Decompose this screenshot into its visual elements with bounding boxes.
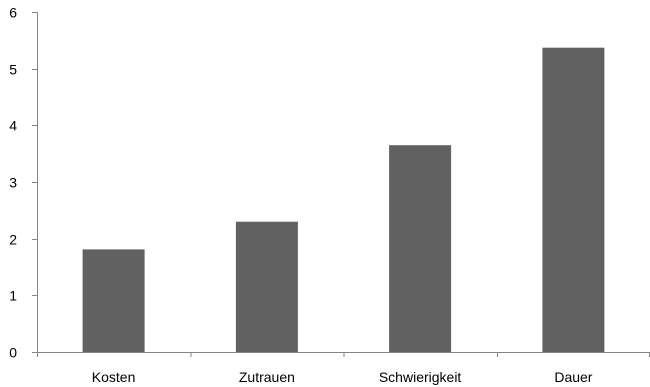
y-tick-label: 2 (9, 232, 17, 248)
bars-layer (82, 47, 605, 352)
x-category-label: Kosten (92, 369, 136, 385)
x-category-label: Dauer (554, 369, 592, 385)
y-tick-label: 1 (9, 288, 17, 304)
y-tick-label: 6 (9, 5, 17, 21)
bar-kosten (82, 249, 145, 352)
y-tick-label: 5 (9, 62, 17, 78)
bar-dauer (542, 47, 605, 352)
bar-schwierigkeit (389, 145, 452, 352)
x-category-label: Schwierigkeit (379, 369, 462, 385)
y-tick-label: 4 (9, 118, 17, 134)
labels-layer: 0 1 2 3 4 5 6 Kosten Zutrauen Schwierigkeit Dauer (9, 5, 593, 386)
y-tick-label: 0 (9, 345, 17, 361)
x-category-label: Zutrauen (239, 369, 295, 385)
bar-zutrauen (235, 221, 298, 352)
y-tick-label: 3 (9, 175, 17, 191)
